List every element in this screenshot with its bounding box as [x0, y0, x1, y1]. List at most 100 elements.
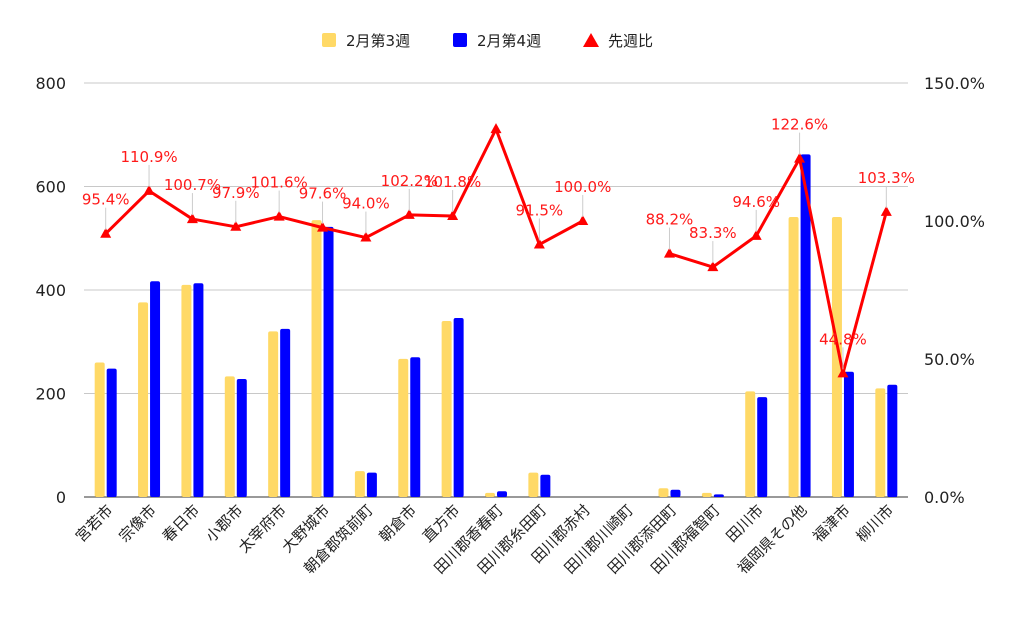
ratio-point: [143, 184, 155, 195]
category-label: 柳川市: [853, 501, 898, 546]
bar: [224, 376, 235, 497]
grid-lines: [84, 82, 908, 498]
category-label: 宗像市: [115, 501, 160, 546]
left-axis: 0 200 400 600 800: [35, 74, 66, 507]
ratio-label: 101.8%: [424, 173, 481, 191]
ratio-point: [403, 208, 415, 219]
right-axis: 0.0% 50.0% 100.0% 150.0%: [924, 74, 985, 507]
legend-marker: [322, 33, 336, 47]
ratio-label: 94.6%: [732, 193, 780, 211]
bar: [441, 321, 452, 497]
bar: [268, 331, 279, 497]
right-tick-label: 150.0%: [924, 74, 985, 93]
bar: [485, 492, 495, 497]
bar: [658, 488, 669, 497]
ratio-label: 122.6%: [771, 116, 828, 134]
left-tick-label: 0: [56, 488, 66, 507]
ratio-label: 44.8%: [819, 330, 867, 348]
bar: [354, 471, 365, 497]
ratio-line: [669, 157, 888, 375]
bar: [528, 472, 539, 497]
bar: [280, 328, 291, 497]
bar-series: [94, 154, 898, 498]
ratio-point: [317, 221, 329, 232]
ratio-point: [100, 227, 112, 238]
ratio-point: [794, 152, 806, 163]
ratio-label: 102.2%: [381, 172, 438, 190]
bar: [106, 368, 117, 497]
bar: [181, 284, 192, 497]
bar: [138, 302, 149, 497]
legend-label: 2月第4週: [477, 32, 541, 50]
bar: [887, 384, 898, 497]
bar: [788, 217, 799, 497]
category-axis: 宮若市宗像市春日市小郡市太宰府市大野城市朝倉郡筑前町朝倉市直方市田川郡香春町田川…: [72, 501, 897, 577]
bar: [410, 357, 421, 497]
ratio-point: [663, 247, 675, 258]
right-tick-label: 0.0%: [924, 488, 965, 507]
ratio-point: [230, 220, 242, 231]
bar: [701, 492, 712, 497]
bar: [311, 220, 322, 497]
ratio-line: [104, 127, 584, 246]
ratio-label: 91.5%: [516, 201, 564, 219]
ratio-label: 100.7%: [164, 176, 221, 194]
ratio-label: 83.3%: [689, 224, 737, 242]
right-tick-label: 100.0%: [924, 212, 985, 231]
ratio-label: 97.9%: [212, 184, 260, 202]
bar: [453, 317, 464, 497]
category-label: 福津市: [809, 501, 854, 546]
legend-label: 先週比: [608, 32, 653, 50]
bar: [94, 362, 105, 497]
line-series: 95.4% 110.9% 100.7%97.9%101.6%97.6%94.0% 10…: [82, 116, 915, 378]
legend-marker: [583, 33, 599, 47]
bar: [497, 491, 507, 497]
left-tick-label: 200: [35, 385, 66, 404]
bar: [398, 358, 409, 497]
bar: [193, 283, 204, 497]
legend-marker: [453, 33, 467, 47]
bar: [323, 226, 334, 498]
bar: [366, 472, 377, 497]
ratio-point: [273, 210, 285, 221]
category-label: 朝倉市: [376, 501, 421, 546]
bar: [875, 388, 886, 497]
ratio-point: [186, 213, 198, 224]
bar: [843, 371, 854, 497]
legend-label: 2月第3週: [346, 32, 410, 50]
left-tick-label: 600: [35, 178, 66, 197]
ratio-label: 110.9%: [120, 148, 177, 166]
ratio-point: [750, 229, 762, 240]
ratio-point: [447, 210, 459, 221]
ratio-label: 103.3%: [858, 169, 915, 187]
bar: [831, 217, 842, 497]
ratio-point: [837, 367, 849, 378]
category-label: 宮若市: [72, 501, 117, 546]
ratio-label: 94.0%: [342, 195, 390, 213]
bar: [800, 154, 811, 498]
ratio-point: [880, 205, 892, 216]
ratio-point: [577, 215, 589, 225]
ratio-point: [533, 238, 545, 249]
bar: [670, 489, 681, 497]
left-tick-label: 400: [35, 281, 66, 300]
left-tick-label: 800: [35, 74, 66, 93]
category-label: 春日市: [159, 501, 204, 546]
right-tick-label: 50.0%: [924, 350, 975, 369]
bar: [236, 379, 247, 497]
ratio-label: 97.6%: [299, 185, 347, 203]
ratio-label: 88.2%: [646, 211, 694, 229]
ratio-label: 100.0%: [554, 178, 611, 196]
ratio-point: [360, 231, 372, 242]
ratio-label: 95.4%: [82, 191, 130, 209]
ratio-point: [707, 261, 719, 272]
bar: [150, 281, 161, 497]
legend: 2月第3週 2月第4週 先週比: [322, 32, 653, 50]
bar: [745, 391, 756, 497]
bar: [757, 397, 768, 497]
ratio-point: [490, 123, 502, 134]
ratio-label: 101.6%: [251, 174, 308, 192]
bar: [713, 494, 724, 497]
bar: [540, 474, 551, 497]
